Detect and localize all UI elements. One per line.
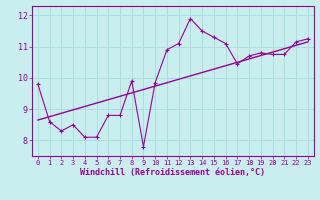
X-axis label: Windchill (Refroidissement éolien,°C): Windchill (Refroidissement éolien,°C) xyxy=(80,168,265,177)
